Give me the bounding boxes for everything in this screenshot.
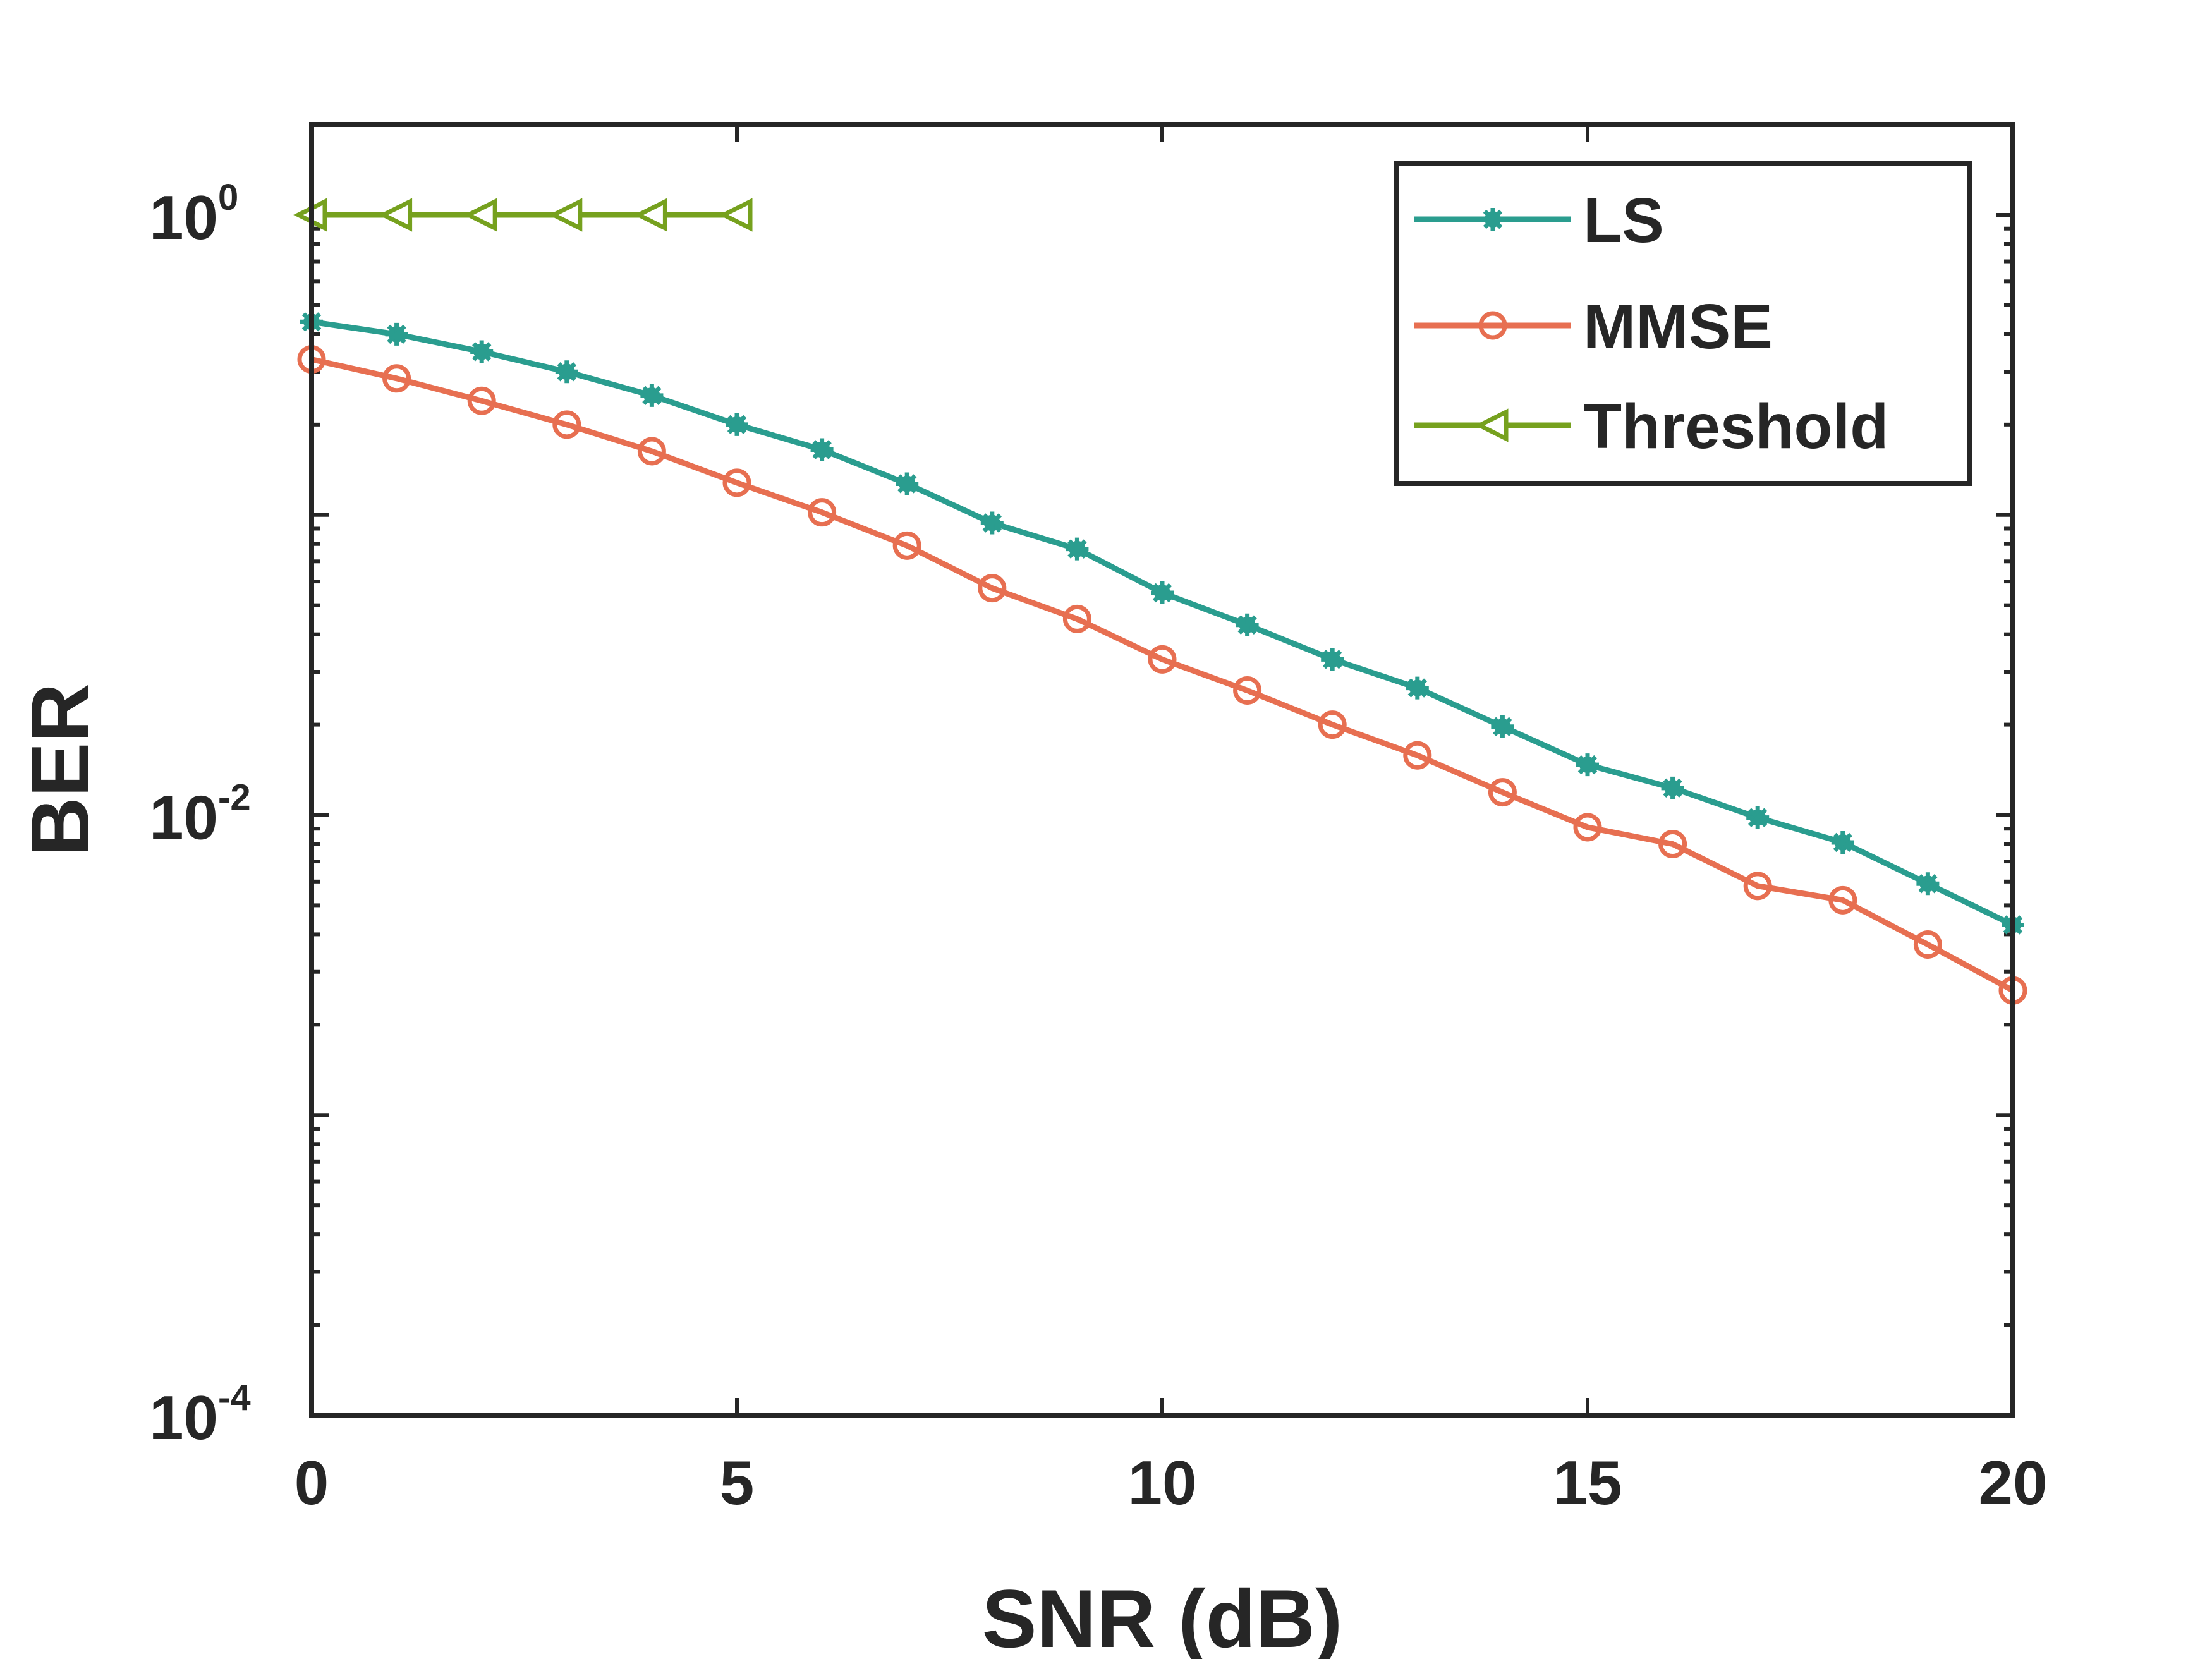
data-point xyxy=(722,468,751,497)
y-tick-label: 10 0 xyxy=(149,177,238,252)
plot-frame xyxy=(309,122,2015,1418)
marker-spoke xyxy=(471,342,492,362)
data-point xyxy=(1236,613,1259,636)
legend-items: LS MMSE Threshold xyxy=(1414,185,1888,462)
data-point xyxy=(378,198,413,232)
data-point xyxy=(1321,648,1344,671)
y-axis-title: BER xyxy=(14,683,106,856)
legend-marker xyxy=(1474,408,1509,442)
data-point xyxy=(1488,778,1517,807)
x-tick-label: 15 xyxy=(1553,1448,1622,1517)
data-point xyxy=(470,340,494,363)
data-point xyxy=(1406,676,1429,700)
marker-spoke xyxy=(1577,755,1598,775)
data-point xyxy=(463,198,497,232)
data-point xyxy=(552,410,581,439)
y-tick-base: 10 xyxy=(149,783,218,853)
data-point xyxy=(1831,830,1854,854)
x-tick-label: 10 xyxy=(1127,1448,1196,1517)
y-tick-label: 10 -4 xyxy=(149,1377,251,1452)
data-point xyxy=(1491,715,1514,738)
marker-spoke xyxy=(1483,209,1503,229)
data-point xyxy=(555,360,578,384)
data-point xyxy=(1066,537,1089,561)
data-point xyxy=(637,437,666,466)
data-point xyxy=(1318,710,1347,739)
marker-spoke xyxy=(1067,539,1087,559)
data-point xyxy=(1062,604,1091,633)
legend-marker xyxy=(1478,311,1507,340)
marker-spoke xyxy=(387,324,406,344)
data-point xyxy=(382,364,411,393)
legend-label: Threshold xyxy=(1583,391,1888,462)
x-tick-labels: 0 5 10 15 20 xyxy=(295,1448,2048,1517)
marker-spoke xyxy=(1493,717,1512,736)
marker-spoke xyxy=(1237,615,1257,635)
data-point xyxy=(1913,930,1942,959)
series-line-mmse xyxy=(311,356,2015,994)
x-tick-label: 20 xyxy=(1978,1448,2047,1517)
marker-spoke xyxy=(1322,650,1342,669)
x-tick-label: 0 xyxy=(295,1448,329,1517)
marker-spoke xyxy=(897,474,917,494)
data-point xyxy=(1151,581,1174,605)
data-point xyxy=(385,322,408,346)
data-point xyxy=(633,198,667,232)
legend: LS MMSE Threshold xyxy=(1394,161,1972,486)
legend-item-threshold: Threshold xyxy=(1414,391,1888,462)
legend-marker xyxy=(1481,208,1504,231)
data-point xyxy=(892,531,921,560)
x-axis-title: SNR (dB) xyxy=(982,1572,1342,1659)
data-point xyxy=(980,511,1004,535)
data-point xyxy=(1573,813,1602,842)
series-ls xyxy=(300,310,2024,937)
data-point xyxy=(810,438,834,461)
marker-spoke xyxy=(812,440,832,459)
marker-spoke xyxy=(727,415,747,435)
data-point xyxy=(548,198,583,232)
legend-item-ls: LS xyxy=(1414,185,1664,256)
legend-item-mmse: MMSE xyxy=(1414,291,1773,362)
marker-spoke xyxy=(1747,808,1768,827)
legend-label: LS xyxy=(1583,185,1664,256)
marker-spoke xyxy=(982,513,1002,533)
marker-spoke xyxy=(642,386,662,406)
marker-spoke xyxy=(1833,832,1853,853)
y-tick-exponent: -2 xyxy=(218,777,251,818)
data-point xyxy=(640,384,664,407)
marker-spoke xyxy=(1663,778,1682,798)
data-point xyxy=(808,498,837,527)
y-tick-base: 10 xyxy=(149,183,218,252)
y-tick-base: 10 xyxy=(149,1383,218,1452)
data-point xyxy=(978,574,1007,603)
data-series xyxy=(293,198,2027,1005)
marker-spoke xyxy=(1407,678,1428,698)
data-point xyxy=(1916,872,1940,896)
data-point xyxy=(1828,885,1857,915)
data-point xyxy=(1233,676,1262,705)
y-tick-label: 10 -2 xyxy=(149,777,251,853)
legend-label: MMSE xyxy=(1583,291,1773,362)
y-tick-exponent: 0 xyxy=(218,177,238,218)
data-point xyxy=(1576,753,1599,777)
data-point xyxy=(1403,741,1432,770)
data-point xyxy=(1661,776,1684,799)
marker-spoke xyxy=(1918,874,1938,894)
data-point xyxy=(719,198,753,232)
data-point xyxy=(896,472,919,495)
data-point xyxy=(726,413,748,436)
data-point xyxy=(1148,645,1177,674)
marker-spoke xyxy=(1152,583,1172,603)
data-point xyxy=(1743,872,1772,901)
y-tick-exponent: -4 xyxy=(218,1377,251,1418)
x-tick-label: 5 xyxy=(720,1448,755,1517)
data-point xyxy=(1746,806,1770,829)
data-point xyxy=(1658,830,1687,859)
data-point xyxy=(467,386,496,415)
marker-spoke xyxy=(557,362,577,382)
